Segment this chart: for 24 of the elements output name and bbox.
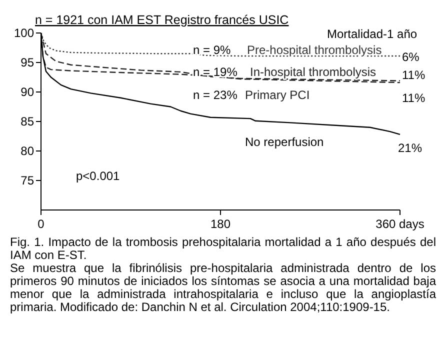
y-tick-label: 100 [14,26,34,40]
caption: Fig. 1. Impacto de la trombosis prehospitalaria mortalidad a 1 año después del IAM con E-ST. [10,235,436,262]
annotation: n = 23% [193,88,238,102]
y-tick-label: 95 [20,56,34,70]
x-tick-label: 360 days [376,217,424,231]
annotation: p<0.001 [76,169,120,183]
series-label: Primary PCI [245,88,310,102]
series-label: Pre-hospital thrombolysis [247,43,382,57]
y-tick-label: 85 [20,114,34,129]
text: 6% [402,50,420,64]
annotation: 21% [398,141,422,155]
text: 11% [402,68,426,82]
x-tick-label: 0 [38,217,45,231]
series-label: In-hospital thrombolysis [250,65,376,79]
series-label: No reperfusion [245,135,324,149]
y-tick-label: 90 [20,85,34,100]
annotation: Mortalidad-1 año [327,27,418,41]
annotation: n = 9% [193,43,232,57]
text: Se muestra que la fibrinólisis pre-hospitalaria administrada dentro de los primeros 90 minutos de iniciados los síntomas se asocia a una mortalidad baja menor que la administrada intrahospitalaria e incluso que la angioplastía primaria. Modificado de: Danchin N et al. Circulation 2004;110:1909-15. [10,261,436,314]
chart-title: n = 1921 con IAM EST Registro francés USIC [35,13,289,27]
y-tick-label: 80 [20,144,34,158]
y-tick-label: 75 [20,174,34,188]
x-tick-label: 180 [210,217,231,231]
text: 11% [402,91,426,105]
